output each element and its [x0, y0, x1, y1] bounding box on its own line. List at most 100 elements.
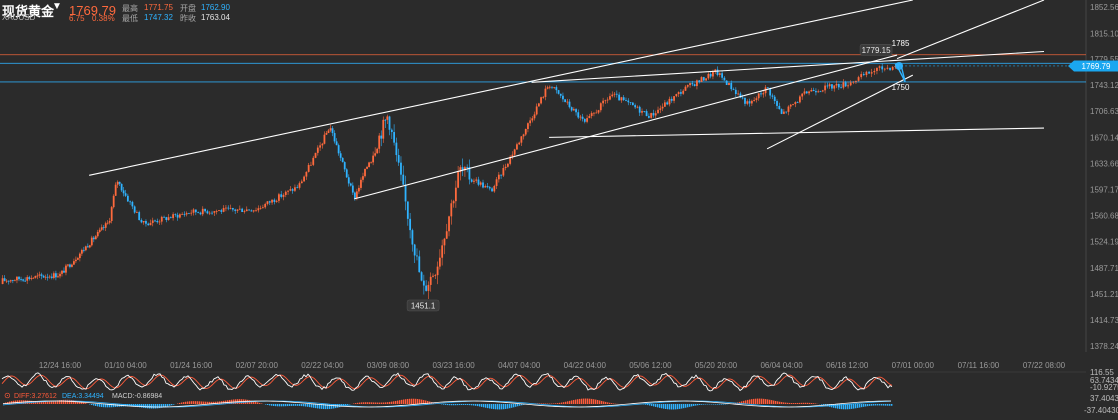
x-tick-label: 02/07 20:00 [236, 361, 279, 370]
macd-bar [705, 404, 707, 405]
macd-bar [167, 404, 169, 407]
candle-body [147, 223, 150, 226]
macd-bar [345, 404, 347, 406]
macd-bar [185, 401, 187, 404]
candle-body [529, 120, 532, 124]
candle-body [61, 270, 63, 274]
candle-body [744, 97, 746, 104]
trend-line[interactable] [549, 127, 1045, 138]
candle-body [760, 93, 762, 95]
macd-bar [299, 404, 301, 406]
macd-bar [669, 404, 671, 410]
macd-bar [597, 399, 599, 404]
candle-body [314, 152, 317, 158]
candle-body [776, 100, 778, 106]
candle-body [50, 276, 53, 278]
candle-body [52, 273, 55, 278]
macd-bar [559, 402, 561, 404]
candle-body [821, 90, 824, 92]
trend-line[interactable] [531, 50, 1045, 83]
candle-body [684, 86, 687, 91]
macd-axis-label: -37.40430 [1084, 406, 1118, 415]
macd-bar [701, 404, 703, 405]
candle-body [865, 71, 868, 76]
candle-body [273, 199, 276, 202]
candle-body [106, 222, 109, 224]
candle-body [213, 211, 216, 213]
candle-body [20, 279, 22, 280]
oscillator-axis-label: 63.7434 [1090, 376, 1118, 385]
macd-bar [63, 399, 65, 404]
candle-body [728, 82, 730, 86]
candle-body [579, 116, 582, 118]
macd-bar [423, 400, 425, 404]
macd-bar [211, 401, 213, 404]
candle-body [461, 167, 464, 171]
macd-bar [657, 404, 659, 408]
candle-body [477, 179, 480, 185]
macd-bar [679, 404, 681, 409]
macd-bar [613, 403, 615, 404]
macd-bar [571, 400, 573, 404]
candle-body [732, 89, 735, 90]
candle-body [28, 277, 31, 279]
macd-bar [71, 400, 73, 404]
macd-bar [327, 404, 329, 410]
macd-bar [811, 403, 813, 404]
candle-body [785, 111, 788, 113]
candle-body [323, 134, 326, 144]
candle-body [709, 73, 712, 77]
macd-bar [447, 404, 449, 406]
macd-bar [555, 403, 557, 404]
macd-bar [61, 399, 63, 404]
candle-body [416, 255, 418, 257]
candle-body [218, 210, 220, 212]
candle-body [341, 157, 344, 163]
settings-icon[interactable]: ⊙ [4, 391, 11, 400]
candle-body [9, 280, 12, 282]
candle-body [597, 110, 600, 113]
candle-body [891, 66, 894, 70]
candle-body [100, 227, 103, 230]
candle-body [484, 186, 487, 188]
candle-body [546, 87, 549, 89]
symbol-name[interactable]: 现货黄金 [2, 4, 55, 19]
candle-body [491, 188, 493, 192]
macd-bar [557, 403, 559, 404]
trend-line[interactable] [896, 0, 1045, 60]
candle-body [183, 214, 186, 215]
macd-bar [415, 398, 417, 404]
macd-bar [305, 404, 307, 407]
trend-line[interactable] [89, 0, 913, 176]
candle-body [796, 102, 799, 103]
candle-body [833, 85, 836, 89]
x-tick-label: 07/01 00:00 [892, 361, 935, 370]
candle-body [142, 221, 145, 223]
macd-bar [655, 404, 657, 407]
macd-bar [689, 404, 691, 407]
macd-bar [765, 399, 767, 404]
macd-bar [443, 404, 445, 405]
dropdown-caret-icon[interactable]: ▼ [52, 1, 62, 12]
candle-body [645, 111, 648, 117]
trend-line[interactable] [766, 74, 914, 150]
oscillator-line-signal [1, 374, 893, 390]
macd-bar [451, 404, 453, 406]
candle-body [376, 148, 379, 154]
candle-body [673, 96, 675, 101]
macd-bar [189, 401, 191, 404]
candle-body [75, 259, 77, 262]
candle-body [327, 130, 330, 133]
macd-bar [841, 404, 843, 410]
candle-body [46, 276, 49, 278]
quote-label-open: 开盘 [180, 4, 196, 13]
last-price: 1769.79 [69, 3, 116, 18]
macd-bar [775, 400, 777, 404]
trend-line[interactable] [354, 54, 898, 200]
macd-bar [253, 401, 255, 404]
macd-bar [281, 404, 283, 407]
candle-body [163, 216, 165, 218]
macd-bar [101, 404, 103, 408]
candle-body [725, 80, 728, 86]
